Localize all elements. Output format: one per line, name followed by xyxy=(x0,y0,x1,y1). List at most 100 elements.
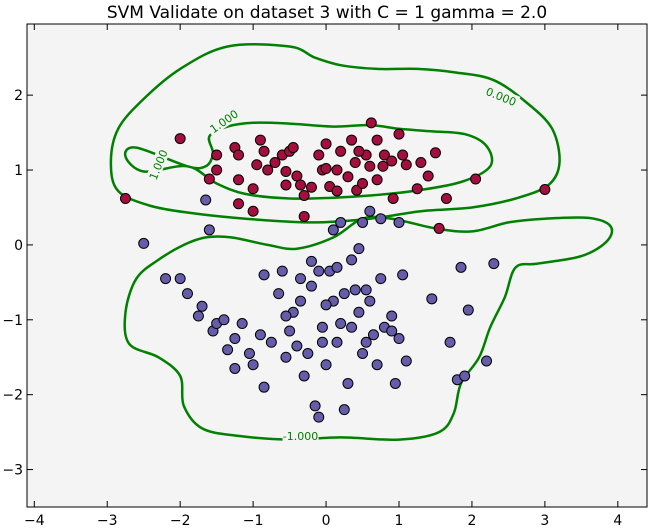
data-point-series-1 xyxy=(218,314,230,326)
data-points xyxy=(119,117,551,423)
data-point-series-1 xyxy=(276,265,288,277)
x-tick-label: 0 xyxy=(322,513,331,529)
data-point-series-0 xyxy=(371,174,383,186)
data-point-series-0 xyxy=(353,145,365,157)
y-tick-label: −1 xyxy=(2,313,23,329)
data-point-series-1 xyxy=(327,224,339,236)
data-point-series-1 xyxy=(196,300,208,312)
data-point-series-1 xyxy=(316,321,328,333)
y-axis: −3 −2 −1 0 1 2 xyxy=(2,88,647,479)
x-tick-label: 3 xyxy=(540,513,549,529)
data-point-series-0 xyxy=(400,159,412,171)
data-point-series-0 xyxy=(211,149,223,161)
data-point-series-1 xyxy=(273,288,285,300)
decision-contours xyxy=(109,43,614,442)
data-point-series-1 xyxy=(320,299,332,311)
data-point-series-1 xyxy=(342,377,354,389)
data-point-series-0 xyxy=(320,138,332,150)
data-point-series-1 xyxy=(138,237,150,249)
data-point-series-1 xyxy=(258,269,270,281)
data-point-series-1 xyxy=(222,344,234,356)
data-point-series-1 xyxy=(316,336,328,348)
data-point-series-0 xyxy=(470,173,482,185)
data-point-series-0 xyxy=(364,160,376,172)
data-point-series-1 xyxy=(375,213,387,225)
data-point-series-1 xyxy=(265,336,277,348)
data-point-series-0 xyxy=(233,149,245,161)
data-point-series-0 xyxy=(415,157,427,169)
x-tick-label: −2 xyxy=(170,513,191,529)
data-point-series-1 xyxy=(360,284,372,296)
data-point-series-1 xyxy=(298,370,310,382)
data-point-series-1 xyxy=(364,295,376,307)
data-point-series-1 xyxy=(455,261,467,273)
data-point-series-1 xyxy=(353,243,365,255)
data-point-series-1 xyxy=(192,310,204,322)
data-point-series-1 xyxy=(313,411,325,423)
data-point-series-0 xyxy=(378,149,390,161)
data-point-series-1 xyxy=(174,273,186,285)
data-point-series-0 xyxy=(386,155,398,167)
data-point-series-1 xyxy=(280,351,292,363)
y-tick-label: −2 xyxy=(2,388,23,404)
data-point-series-0 xyxy=(371,134,383,146)
data-point-series-1 xyxy=(295,295,307,307)
data-point-series-1 xyxy=(349,284,361,296)
data-point-series-0 xyxy=(331,185,343,197)
data-point-series-1 xyxy=(284,325,296,337)
data-point-series-0 xyxy=(539,183,551,195)
data-point-series-0 xyxy=(258,145,270,157)
data-point-series-0 xyxy=(440,192,452,204)
data-point-series-1 xyxy=(331,336,343,348)
contour-line-2 xyxy=(123,215,614,442)
data-point-series-0 xyxy=(429,147,441,159)
data-point-series-1 xyxy=(357,347,369,359)
data-point-series-0 xyxy=(422,170,434,182)
data-point-series-1 xyxy=(360,336,372,348)
data-point-series-0 xyxy=(287,142,299,154)
data-point-series-0 xyxy=(397,149,409,161)
data-point-series-1 xyxy=(357,216,369,228)
data-point-series-0 xyxy=(119,192,131,204)
contour-line-0 xyxy=(109,43,561,224)
data-point-series-1 xyxy=(302,347,314,359)
y-tick-label: −3 xyxy=(2,463,23,479)
data-point-series-0 xyxy=(346,134,358,146)
data-point-series-1 xyxy=(364,205,376,217)
x-axis: −4 −3 −2 −1 0 1 2 3 4 xyxy=(24,24,622,529)
data-point-series-1 xyxy=(389,377,401,389)
y-tick-label: 0 xyxy=(14,238,23,254)
data-point-series-0 xyxy=(393,128,405,140)
data-point-series-1 xyxy=(397,269,409,281)
data-point-series-0 xyxy=(280,166,292,178)
data-point-series-0 xyxy=(305,181,317,193)
data-point-series-1 xyxy=(258,381,270,393)
data-point-series-1 xyxy=(181,288,193,300)
data-point-series-0 xyxy=(233,174,245,186)
data-point-series-0 xyxy=(174,133,186,145)
data-point-series-1 xyxy=(462,304,474,316)
data-point-series-1 xyxy=(371,359,383,371)
data-point-series-1 xyxy=(386,310,398,322)
data-point-series-1 xyxy=(335,216,347,228)
data-point-series-1 xyxy=(393,333,405,345)
data-point-series-1 xyxy=(346,254,358,266)
data-point-series-0 xyxy=(377,160,389,172)
contour-label-background xyxy=(282,428,319,442)
chart-title: SVM Validate on dataset 3 with C = 1 gam… xyxy=(107,3,547,23)
x-tick-label: −4 xyxy=(24,513,45,529)
data-point-series-1 xyxy=(338,288,350,300)
data-point-series-1 xyxy=(367,329,379,341)
data-point-series-1 xyxy=(295,273,307,285)
data-point-series-1 xyxy=(335,318,347,330)
y-tick-label: 1 xyxy=(14,163,23,179)
data-point-series-1 xyxy=(353,306,365,318)
data-point-series-0 xyxy=(320,163,332,175)
contour-label-background xyxy=(482,83,521,109)
y-tick-label: 2 xyxy=(14,88,23,104)
x-tick-label: 4 xyxy=(613,513,622,529)
data-point-series-1 xyxy=(393,216,405,228)
data-point-series-1 xyxy=(229,362,241,374)
contour-label-background xyxy=(205,105,243,137)
data-point-series-1 xyxy=(291,340,303,352)
